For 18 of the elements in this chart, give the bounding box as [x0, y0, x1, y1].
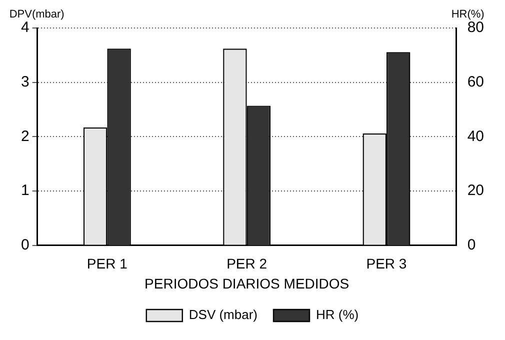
y2-tick-label: 60 [467, 73, 484, 90]
y-axis-title: DPV(mbar) [9, 8, 64, 21]
y-tick-label: 0 [21, 236, 30, 254]
y-tick-label: 4 [21, 19, 30, 36]
y2-axis-title: HR(%) [451, 8, 484, 21]
y-tick-label: 2 [21, 128, 30, 145]
legend-label: DSV (mbar) [188, 307, 258, 322]
x-axis-title: PERIODOS DIARIOS MEDIDOS [144, 275, 350, 292]
x-tick-label: PER 3 [366, 256, 407, 272]
x-tick-label: PER 2 [226, 256, 268, 272]
y2-tick-label: 0 [467, 236, 476, 254]
y2-tick-label: 40 [467, 128, 484, 145]
y-tick-label: 1 [21, 182, 30, 200]
y2-tick-label: 20 [467, 182, 484, 200]
y2-tick-label: 80 [467, 19, 484, 36]
y-tick-label: 3 [21, 73, 30, 90]
x-tick-label: PER 1 [86, 256, 128, 272]
legend-label: HR (%) [316, 307, 359, 322]
